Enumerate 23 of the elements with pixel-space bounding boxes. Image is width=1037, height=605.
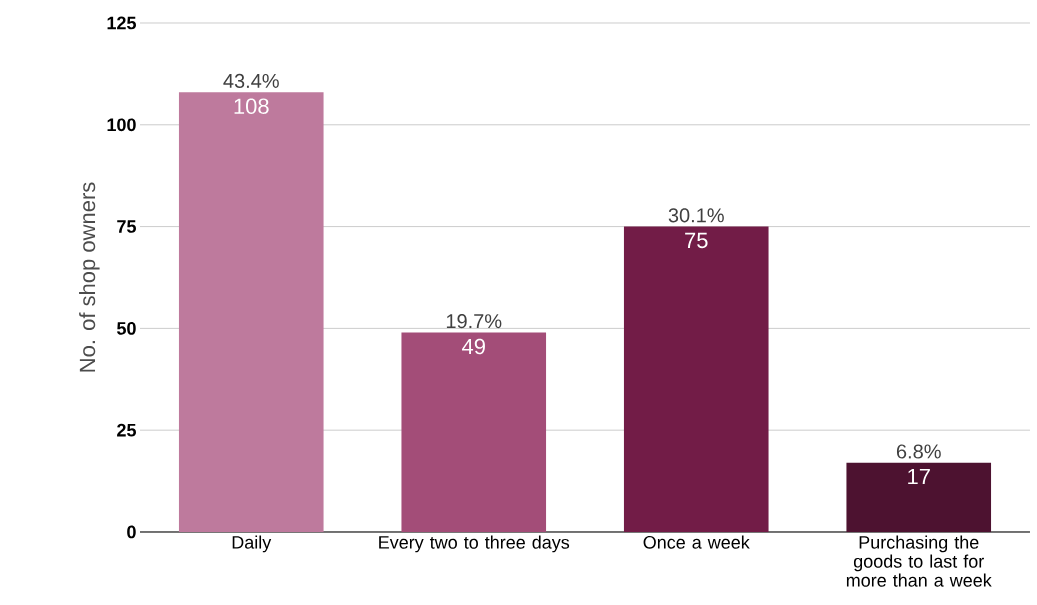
- y-tick-label: 50: [117, 322, 136, 335]
- x-tick-label: Daily: [232, 535, 272, 553]
- annotation: 30.1%: [668, 208, 724, 223]
- x-tick-label: Every two to three days: [379, 535, 570, 553]
- y-axis-title: No. of shop owners: [79, 182, 100, 372]
- y-tick-label: 0: [127, 525, 136, 539]
- bar: [178, 92, 324, 532]
- data-label: 49: [462, 338, 485, 355]
- data-label: 17: [908, 468, 930, 485]
- y-tick-label: 25: [117, 423, 136, 437]
- bar: [846, 462, 992, 532]
- x-tick-label: Purchasing the goods to last for more than a week: [846, 535, 992, 587]
- bar: [401, 332, 547, 532]
- x-tick-label: Once a week: [643, 535, 750, 549]
- bar: [623, 226, 769, 532]
- y-tick-label: 125: [107, 16, 136, 30]
- y-tick-label: 100: [107, 118, 136, 132]
- y-tick-label: 75: [117, 220, 136, 233]
- annotation: 6.8%: [896, 444, 941, 459]
- annotation: 19.7%: [446, 314, 502, 329]
- data-label: 75: [685, 232, 708, 249]
- annotation: 43.4%: [223, 73, 279, 89]
- data-label: 108: [234, 98, 269, 114]
